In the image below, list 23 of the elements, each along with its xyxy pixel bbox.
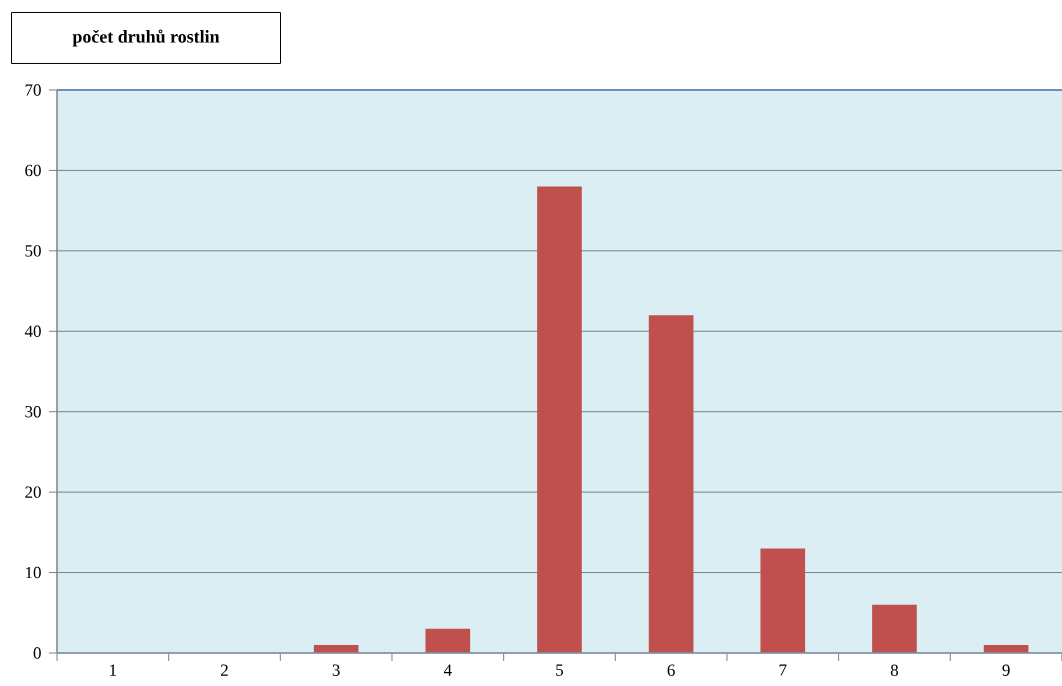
y-tick-label: 50 — [25, 245, 41, 257]
y-tick-label: 10 — [26, 566, 41, 579]
bar — [425, 628, 471, 653]
bar — [760, 548, 806, 653]
y-axis-title: počet druhů rostlin — [72, 29, 220, 47]
y-tick-label: 60 — [25, 164, 41, 177]
bar — [537, 186, 582, 653]
x-tick-label: 5 — [556, 664, 564, 676]
x-tick-label: 9 — [1002, 664, 1010, 676]
y-tick-label: 40 — [24, 325, 41, 337]
x-tick-label: 7 — [779, 664, 787, 676]
x-tick-label: 8 — [890, 664, 899, 676]
y-tick-label: 30 — [25, 405, 41, 418]
x-tick-label: 4 — [443, 664, 452, 676]
y-tick-label: 70 — [25, 84, 41, 96]
y-tick-label: 0 — [33, 647, 41, 659]
bar — [872, 604, 917, 653]
y-tick-label: 20 — [25, 486, 41, 498]
bar — [648, 315, 694, 653]
x-tick-label: 2 — [221, 664, 228, 676]
x-tick-label: 1 — [110, 664, 117, 676]
x-tick-label: 3 — [332, 664, 340, 676]
x-tick-label: 6 — [667, 664, 675, 676]
